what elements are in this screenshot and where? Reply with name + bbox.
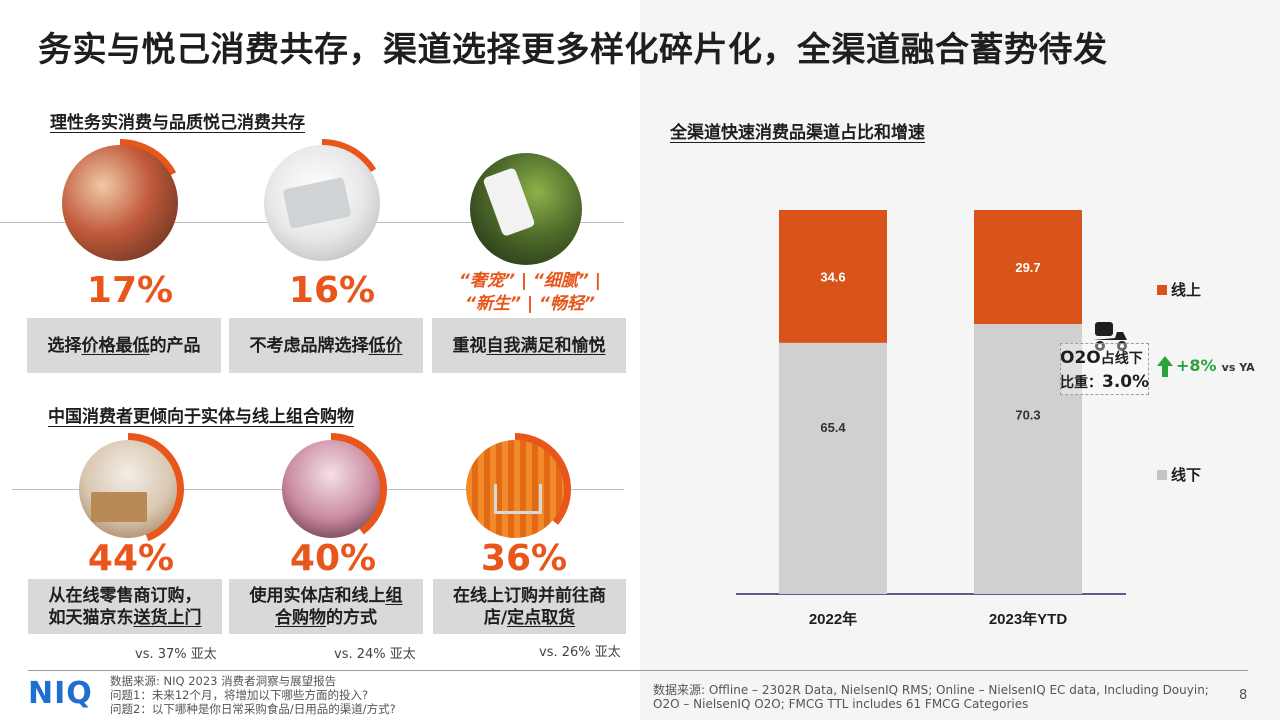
card6-line2-pre: 店/ xyxy=(483,607,508,628)
legend-swatch-online xyxy=(1157,285,1167,295)
legend-swatch-offline xyxy=(1157,470,1167,480)
card4-line2-underlined: 送货上门 xyxy=(133,607,202,628)
card1-text-post: 的产品 xyxy=(149,335,201,356)
store-phone-photo xyxy=(282,440,380,538)
label-2023-offline: 70.3 xyxy=(1015,407,1040,422)
card-self-satisfaction: 重视自我满足和愉悦 xyxy=(432,318,626,373)
o2o-share-label: 占线下 xyxy=(1100,351,1143,367)
percent-36: 36% xyxy=(480,538,568,579)
delivery-box-photo xyxy=(79,440,177,538)
ring-44-percent xyxy=(72,433,184,545)
calculator-icon xyxy=(282,176,352,230)
card6-line2-underlined: 定点取货 xyxy=(507,607,576,628)
card6-line1: 在线上订购并前往商 xyxy=(453,585,606,606)
bar-2023-offline xyxy=(974,324,1082,594)
chart-title: 全渠道快速消费品渠道占比和增速 xyxy=(670,123,925,143)
footer-divider xyxy=(28,670,1248,671)
tags-line1: “奢宠” | “细腻” | xyxy=(459,271,601,291)
stacked-bar-chart: 65.4 34.6 70.3 29.7 2022年 2023年YTD 线上 线下 xyxy=(736,210,1201,628)
source-right: 数据来源: Offline – 2302R Data, NielsenIQ RM… xyxy=(653,683,1209,711)
o2o-ratio-label: 比重： xyxy=(1060,375,1102,391)
card4-line2-pre: 如天猫京东 xyxy=(48,607,134,628)
source-left: 数据来源: NIQ 2023 消费者洞察与展望报告 问题1：未来12个月，将增加… xyxy=(110,674,396,716)
bar-2023-online xyxy=(974,210,1082,325)
card-lowest-price: 选择价格最低的产品 xyxy=(27,318,221,373)
card2-text-underlined: 低价 xyxy=(368,335,403,356)
percent-44: 44% xyxy=(87,538,175,579)
card-click-collect: 在线上订购并前往商 店/定点取货 xyxy=(433,579,626,634)
card3-text-pre: 重视 xyxy=(452,335,487,356)
source-right-line1: 数据来源: Offline – 2302R Data, NielsenIQ RM… xyxy=(653,683,1209,697)
page-number: 8 xyxy=(1239,688,1248,703)
percent-17: 17% xyxy=(86,270,174,311)
card-ignore-brand: 不考虑品牌选择低价 xyxy=(229,318,423,373)
scooter-icon xyxy=(1093,322,1127,351)
o2o-line1: O2O占线下 xyxy=(1060,348,1143,368)
card1-text-underlined: 价格最低 xyxy=(81,335,150,356)
section2-title: 中国消费者更倾向于实体与线上组合购物 xyxy=(48,407,354,427)
percent-40: 40% xyxy=(289,538,377,579)
legend-label-offline: 线下 xyxy=(1171,466,1201,484)
label-2022-online: 34.6 xyxy=(820,269,845,284)
vs-apac-37: vs. 37% 亚太 xyxy=(135,647,217,662)
label-2022-offline: 65.4 xyxy=(820,420,846,435)
bar-2022-online xyxy=(779,210,887,343)
card5-line1-pre: 使用实体店和线上 xyxy=(249,585,386,606)
o2o-line2: 比重：3.0% xyxy=(1060,372,1149,392)
bar-2022-offline xyxy=(779,342,887,594)
card-omnichannel: 使用实体店和线上组合购物的方式 xyxy=(229,579,423,634)
growth-vs-label: vs YA xyxy=(1221,361,1255,374)
ring-40-percent xyxy=(275,433,387,545)
card3-text-underlined: 自我满足和愉悦 xyxy=(486,335,606,356)
tag-keywords: “奢宠” | “细腻” | “新生” | “畅轻” xyxy=(433,270,627,316)
card-online-delivery: 从在线零售商订购， 如天猫京东送货上门 xyxy=(28,579,222,634)
shopping-cart-icon xyxy=(494,484,542,514)
card2-text-pre: 不考虑品牌选择 xyxy=(249,335,369,356)
source-right-line2: O2O – NielsenIQ O2O; FMCG TTL includes 6… xyxy=(653,697,1029,711)
avocado-phone-photo xyxy=(470,153,582,265)
vs-apac-26: vs. 26% 亚太 xyxy=(539,645,621,660)
shopper-photo xyxy=(62,145,178,261)
up-arrow-icon xyxy=(1157,356,1173,377)
source-left-line1: 数据来源: NIQ 2023 消费者洞察与展望报告 xyxy=(110,674,337,688)
cart-pickup-photo xyxy=(466,440,564,538)
o2o-label: O2O xyxy=(1060,348,1101,368)
section1-title: 理性务实消费与品质悦己消费共存 xyxy=(50,113,305,133)
card1-text-pre: 选择 xyxy=(47,335,82,356)
legend-label-online: 线上 xyxy=(1171,281,1201,299)
tags-line2: “新生” | “畅轻” xyxy=(465,294,595,314)
ring-36-percent xyxy=(459,433,571,545)
phone-icon xyxy=(482,167,536,237)
o2o-growth: +8% vs YA xyxy=(1176,356,1255,375)
package-icon xyxy=(91,492,147,522)
growth-value: +8% xyxy=(1176,356,1217,375)
o2o-ratio-value: 3.0% xyxy=(1102,372,1150,392)
vs-apac-24: vs. 24% 亚太 xyxy=(334,647,416,662)
card4-line1: 从在线零售商订购， xyxy=(48,585,202,606)
calculator-photo xyxy=(264,145,380,261)
percent-16: 16% xyxy=(288,270,376,311)
right-panel-background xyxy=(640,0,1280,720)
card5-line1-underlined: 组 xyxy=(385,585,403,606)
source-left-line3: 问题2：以下哪种是你日常采购食品/日用品的渠道/方式? xyxy=(110,702,396,716)
x-tick-2023ytd: 2023年YTD xyxy=(989,610,1068,628)
source-left-line2: 问题1：未来12个月，将增加以下哪些方面的投入? xyxy=(110,688,369,702)
label-2023-online: 29.7 xyxy=(1015,260,1040,275)
card5-line2-underlined: 合购物 xyxy=(275,607,326,628)
o2o-annotation-box xyxy=(1060,343,1149,395)
card5-line2-post: 的方式 xyxy=(326,607,377,628)
niq-logo: NIQ xyxy=(28,676,93,711)
x-tick-2022: 2022年 xyxy=(809,610,857,628)
page-title: 务实与悦己消费共存，渠道选择更多样化碎片化，全渠道融合蓄势待发 xyxy=(38,30,1108,70)
